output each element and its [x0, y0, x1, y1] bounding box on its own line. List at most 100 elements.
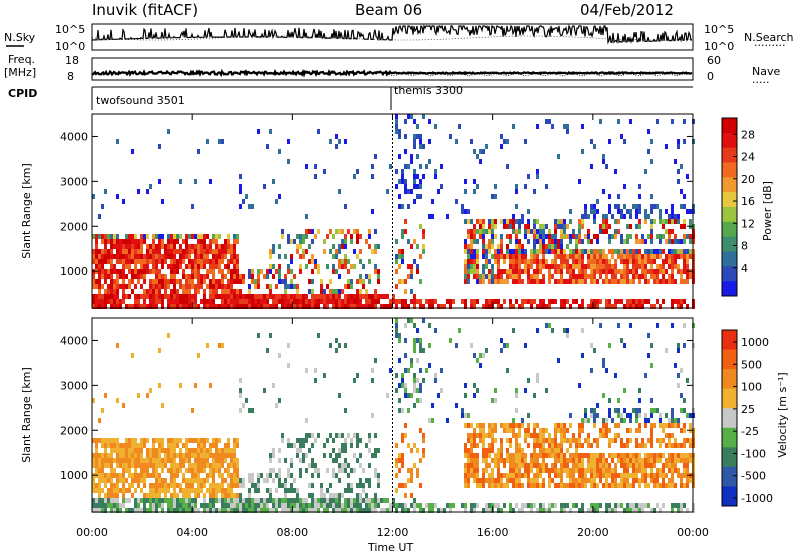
power-cell	[557, 224, 560, 229]
velocity-cell	[500, 443, 503, 448]
power-cell	[134, 284, 137, 289]
velocity-cell	[209, 443, 212, 448]
power-cell	[269, 294, 272, 299]
velocity-cell	[404, 383, 407, 388]
velocity-cell	[140, 508, 143, 513]
power-cell	[533, 249, 536, 254]
velocity-cell	[167, 453, 170, 458]
power-cell	[536, 219, 539, 224]
velocity-cell	[134, 503, 137, 508]
velocity-cell	[395, 488, 398, 493]
power-cell	[212, 264, 215, 269]
power-cell	[170, 289, 173, 294]
velocity-cell	[599, 428, 602, 433]
power-cell	[173, 284, 176, 289]
velocity-cell	[662, 503, 665, 508]
power-cell	[101, 254, 104, 259]
velocity-cell	[209, 463, 212, 468]
freq-label: Freq.	[8, 53, 35, 66]
power-cell	[680, 239, 683, 244]
power-cell	[614, 274, 617, 279]
velocity-cell	[650, 453, 653, 458]
velocity-cell	[551, 468, 554, 473]
velocity-cell	[230, 498, 233, 503]
velocity-cell	[233, 483, 236, 488]
power-cell	[395, 129, 398, 134]
velocity-cell	[488, 433, 491, 438]
power-cell	[626, 299, 629, 304]
power-cell	[551, 299, 554, 304]
velocity-cell	[116, 478, 119, 483]
power-cell	[239, 294, 242, 299]
power-cell	[413, 294, 416, 299]
velocity-cell	[524, 438, 527, 443]
velocity-cell	[575, 438, 578, 443]
velocity-cell	[218, 488, 221, 493]
power-cell	[614, 169, 617, 174]
velocity-cell	[224, 478, 227, 483]
power-cell	[461, 204, 464, 209]
velocity-cell	[152, 448, 155, 453]
velocity-cell	[263, 508, 266, 513]
velocity-cell	[263, 388, 266, 393]
velocity-cell	[464, 483, 467, 488]
power-cell	[155, 279, 158, 284]
power-cell	[632, 279, 635, 284]
velocity-cell	[536, 423, 539, 428]
velocity-cell	[587, 438, 590, 443]
velocity-cell	[179, 458, 182, 463]
power-cell	[527, 269, 530, 274]
power-colorbar-label-6: 28	[741, 128, 755, 141]
velocity-colorbar-label-7: -1000	[741, 492, 773, 505]
power-cell	[635, 249, 638, 254]
power-cell	[542, 224, 545, 229]
velocity-cell	[431, 403, 434, 408]
power-cell	[656, 234, 659, 239]
power-cell	[587, 304, 590, 309]
velocity-cell	[419, 483, 422, 488]
power-cell	[482, 149, 485, 154]
velocity-cell	[605, 423, 608, 428]
velocity-cell	[113, 493, 116, 498]
power-cell	[401, 229, 404, 234]
power-cell	[572, 234, 575, 239]
velocity-cell	[212, 468, 215, 473]
velocity-cell	[602, 428, 605, 433]
power-cell	[302, 239, 305, 244]
power-cell	[173, 269, 176, 274]
power-cell	[236, 274, 239, 279]
velocity-cell	[572, 468, 575, 473]
velocity-cell	[305, 508, 308, 513]
velocity-cell	[602, 418, 605, 423]
power-cell	[197, 259, 200, 264]
power-cell	[455, 199, 458, 204]
power-cell	[416, 244, 419, 249]
power-cell	[683, 119, 686, 124]
velocity-cell	[287, 363, 290, 368]
power-cell	[521, 254, 524, 259]
velocity-cell	[548, 483, 551, 488]
power-cell	[494, 184, 497, 189]
velocity-cell	[464, 393, 467, 398]
power-cell	[92, 299, 95, 304]
power-cell	[674, 219, 677, 224]
velocity-cell	[623, 418, 626, 423]
velocity-cell	[341, 508, 344, 513]
velocity-cell	[413, 348, 416, 353]
velocity-cell	[311, 463, 314, 468]
power-cell	[173, 299, 176, 304]
velocity-cell	[167, 468, 170, 473]
power-cell	[491, 229, 494, 234]
power-cell	[146, 244, 149, 249]
power-cell	[584, 269, 587, 274]
power-cell	[548, 249, 551, 254]
velocity-cell	[398, 453, 401, 458]
velocity-cell	[95, 453, 98, 458]
power-cell	[347, 269, 350, 274]
velocity-cell	[221, 488, 224, 493]
power-cell	[98, 274, 101, 279]
power-cell	[287, 284, 290, 289]
power-cell	[257, 304, 260, 309]
power-cell	[497, 269, 500, 274]
